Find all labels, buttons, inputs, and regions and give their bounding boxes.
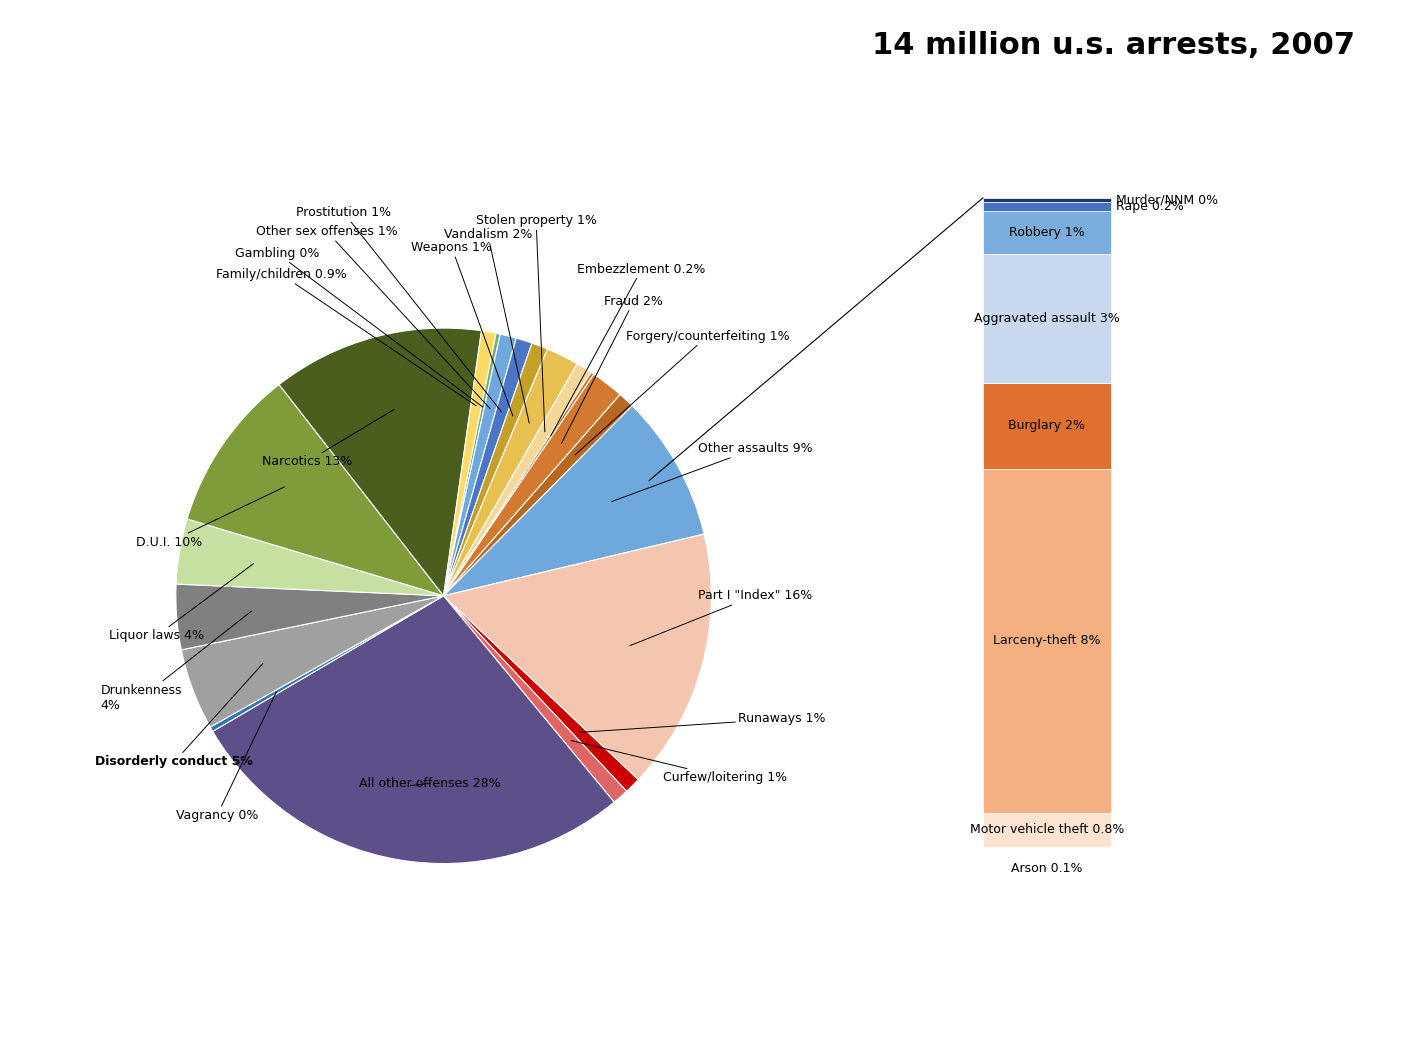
Bar xyxy=(982,254,1111,383)
Text: Other assaults 9%: Other assaults 9% xyxy=(611,442,813,502)
Text: Other sex offenses 1%: Other sex offenses 1% xyxy=(256,225,490,409)
Text: Prostitution 1%: Prostitution 1% xyxy=(296,206,501,412)
Text: Runaways 1%: Runaways 1% xyxy=(580,712,825,732)
Text: All other offenses 28%: All other offenses 28% xyxy=(360,777,501,790)
Wedge shape xyxy=(176,584,444,650)
Text: Part I "Index" 16%: Part I "Index" 16% xyxy=(630,589,813,646)
Text: Narcotics 13%: Narcotics 13% xyxy=(261,410,394,469)
Text: Curfew/loitering 1%: Curfew/loitering 1% xyxy=(571,740,787,784)
Wedge shape xyxy=(444,534,711,780)
Text: Stolen property 1%: Stolen property 1% xyxy=(476,215,597,431)
Wedge shape xyxy=(444,338,533,596)
Wedge shape xyxy=(444,349,577,596)
Text: Vandalism 2%: Vandalism 2% xyxy=(444,228,533,423)
Wedge shape xyxy=(210,596,444,731)
Text: Weapons 1%: Weapons 1% xyxy=(411,242,513,416)
Wedge shape xyxy=(444,334,517,596)
Wedge shape xyxy=(444,394,633,596)
Text: Forgery/counterfeiting 1%: Forgery/counterfeiting 1% xyxy=(575,330,790,455)
Text: Embezzlement 0.2%: Embezzlement 0.2% xyxy=(551,262,705,436)
Wedge shape xyxy=(278,328,481,596)
Wedge shape xyxy=(444,596,638,791)
Text: 14 million u.s. arrests, 2007: 14 million u.s. arrests, 2007 xyxy=(873,31,1355,60)
Wedge shape xyxy=(444,596,627,803)
Bar xyxy=(982,198,1111,202)
Wedge shape xyxy=(213,596,614,864)
Text: Fraud 2%: Fraud 2% xyxy=(561,295,663,443)
Wedge shape xyxy=(444,374,620,596)
Wedge shape xyxy=(444,405,704,596)
Text: Disorderly conduct 5%: Disorderly conduct 5% xyxy=(96,664,263,768)
Wedge shape xyxy=(444,331,496,596)
Wedge shape xyxy=(444,333,500,596)
Text: Arson 0.1%: Arson 0.1% xyxy=(1011,862,1082,875)
Wedge shape xyxy=(181,596,444,727)
Bar xyxy=(982,813,1111,847)
Text: Murder/NNM 0%: Murder/NNM 0% xyxy=(1117,194,1218,206)
Wedge shape xyxy=(444,372,594,596)
Text: Rape 0.2%: Rape 0.2% xyxy=(1117,200,1184,213)
Text: Drunkenness
4%: Drunkenness 4% xyxy=(101,611,251,711)
Text: Aggravated assault 3%: Aggravated assault 3% xyxy=(974,312,1120,325)
Bar xyxy=(982,469,1111,813)
Text: D.U.I. 10%: D.U.I. 10% xyxy=(136,487,284,549)
Text: Gambling 0%: Gambling 0% xyxy=(234,247,483,408)
Text: Larceny-theft 8%: Larceny-theft 8% xyxy=(994,635,1101,647)
Text: Burglary 2%: Burglary 2% xyxy=(1008,419,1085,432)
Wedge shape xyxy=(444,343,547,596)
Bar xyxy=(982,211,1111,254)
Bar xyxy=(982,202,1111,211)
Text: Robbery 1%: Robbery 1% xyxy=(1010,226,1085,239)
Wedge shape xyxy=(187,385,444,596)
Bar xyxy=(982,383,1111,469)
Text: Motor vehicle theft 0.8%: Motor vehicle theft 0.8% xyxy=(970,823,1124,837)
Wedge shape xyxy=(176,518,444,596)
Text: Liquor laws 4%: Liquor laws 4% xyxy=(109,564,254,643)
Text: Family/children 0.9%: Family/children 0.9% xyxy=(216,268,476,405)
Wedge shape xyxy=(444,364,591,596)
Text: Vagrancy 0%: Vagrancy 0% xyxy=(176,692,277,822)
